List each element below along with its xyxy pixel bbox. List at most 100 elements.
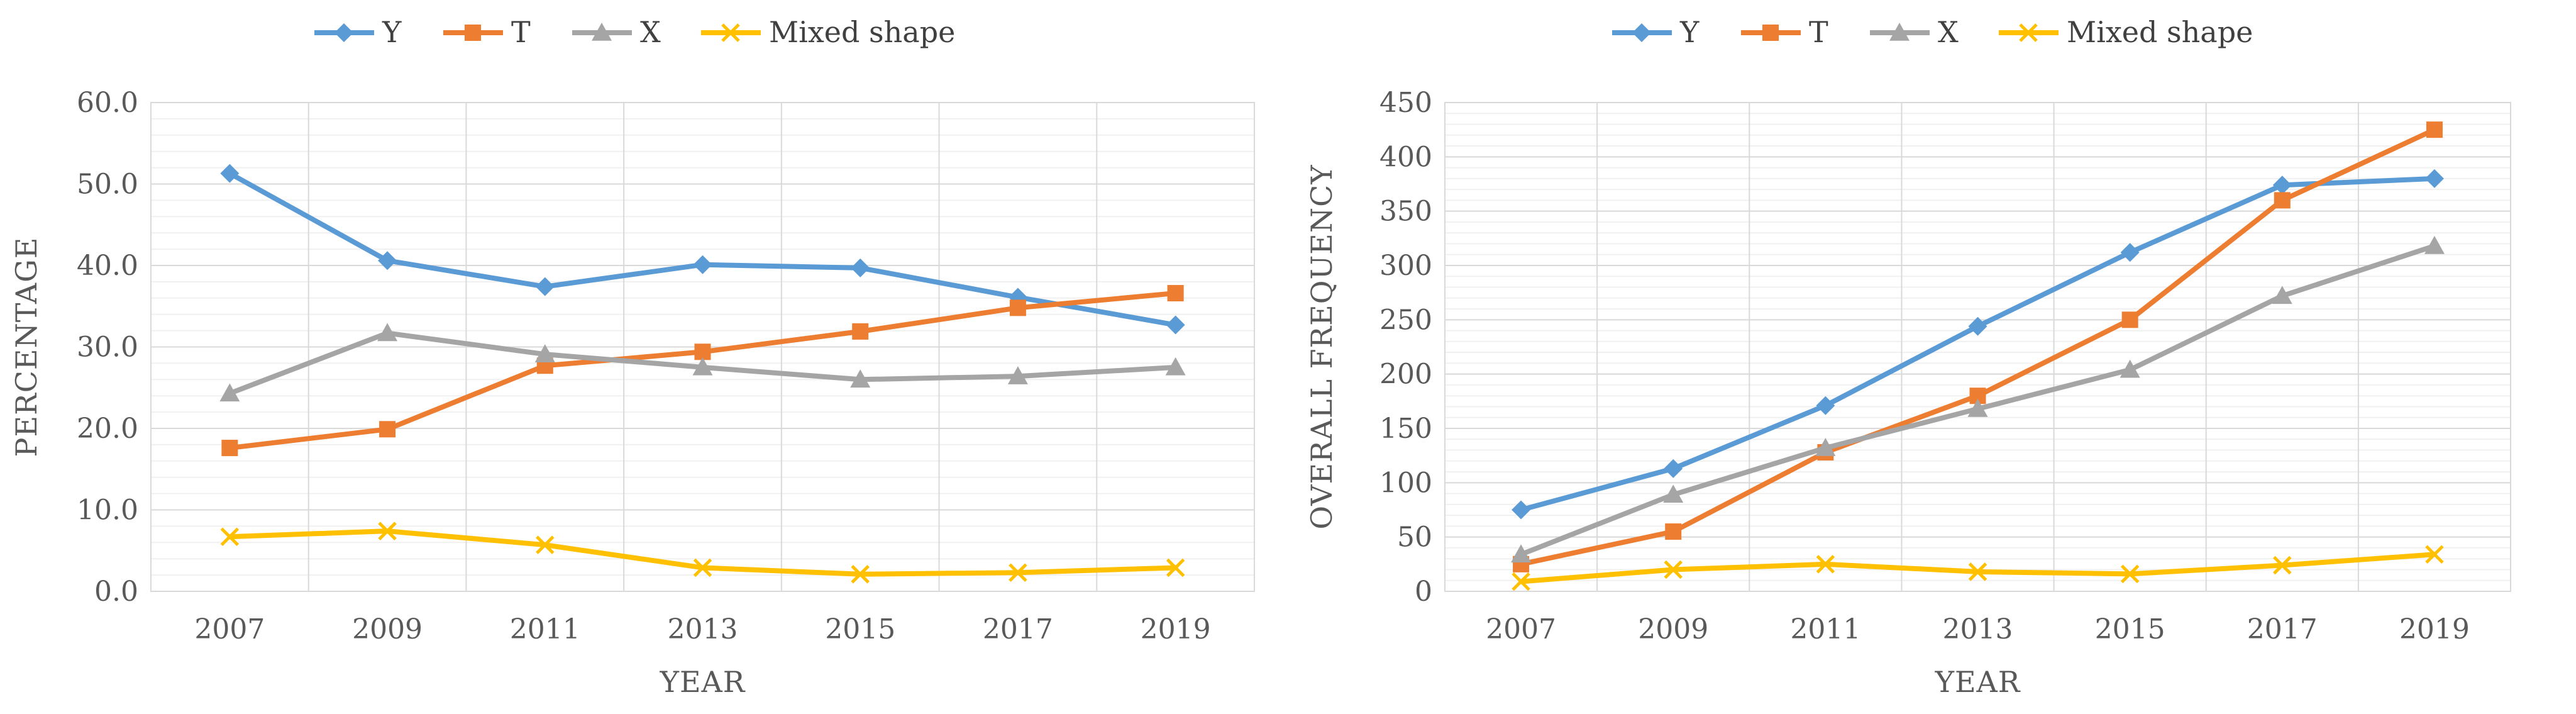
pct-x-tick-label-2017: 2017: [983, 613, 1053, 645]
pct-series-mixed-shape-point-2013: [693, 558, 712, 577]
pct-legend: Y T X Mixed shape: [314, 15, 955, 49]
pct-legend-marker-mixed-shape: [721, 23, 740, 42]
pct-series-t-point-2009: [379, 421, 396, 438]
freq-x-tick-label-2007: 2007: [1486, 613, 1556, 645]
freq-x-tick-label-2017: 2017: [2247, 613, 2318, 645]
freq-series-mixed-shape-point-2017: [2273, 555, 2292, 575]
freq-series-y-point-2009: [1664, 459, 1683, 478]
pct-legend-marker-t: [465, 25, 481, 41]
freq-series-mixed-shape-point-2011: [1816, 555, 1835, 574]
pct-x-tick-label-2015: 2015: [825, 613, 895, 645]
freq-legend-marker-y: [1632, 23, 1651, 42]
freq-y-tick-label: 450: [1379, 87, 1432, 119]
freq-series-mixed-shape-point-2009-stroke-b: [1664, 560, 1683, 579]
freq-series-x-point-2007: [1511, 544, 1532, 563]
freq-series-x-point-2015: [2120, 359, 2140, 378]
freq-x-tick-label-2015: 2015: [2095, 613, 2165, 645]
freq-series-mixed-shape-point-2009: [1664, 560, 1683, 579]
pct-y-tick-label: 60.0: [77, 87, 138, 119]
pct-x-tick-label-2019: 2019: [1141, 613, 1211, 645]
freq-series-t-point-2015: [2121, 311, 2138, 328]
pct-series-y-point-2011: [535, 277, 555, 296]
freq-series-x-point-2011: [1815, 438, 1836, 456]
pct-series-mixed-shape-point-2015-stroke-b: [851, 565, 870, 584]
freq-series-mixed-shape-point-2015-stroke-b: [2120, 564, 2140, 584]
pct-series-x-point-2013: [692, 357, 713, 376]
pct-legend-marker-y: [334, 23, 353, 42]
freq-series-mixed-shape-point-2007: [1512, 572, 1530, 591]
pct-series-t-point-2007: [221, 440, 238, 457]
freq-y-tick-label: 250: [1379, 304, 1432, 336]
freq-x-tick-label-2009: 2009: [1638, 613, 1708, 645]
pct-x-tick-label-2007: 2007: [194, 613, 265, 645]
pct-series-mixed-shape-point-2019: [1166, 558, 1185, 577]
pct-y-tick-label: 0.0: [94, 576, 138, 608]
pct-legend-item-t: T: [443, 15, 531, 49]
freq-legend-label-mixed-shape: Mixed shape: [2067, 15, 2253, 49]
chart-overall-frequency: 0 50 100 150 200 250 300 350 400 450 2007 2009 2011 2…: [1288, 0, 2576, 714]
pct-series-mixed-shape-point-2017-stroke-b: [1009, 563, 1027, 582]
pct-series-mixed-shape-point-2013-stroke-b: [693, 558, 712, 577]
pct-legend-marker-mixed-shape-stroke-b: [721, 23, 740, 42]
freq-x-tick-label-2013: 2013: [1943, 613, 2013, 645]
freq-x-axis-title: YEAR: [1935, 665, 2021, 699]
pct-legend-label-y: Y: [382, 15, 402, 49]
pct-series-x-point-2007: [219, 383, 240, 402]
pct-series-t-point-2019: [1167, 285, 1184, 302]
freq-legend-marker-t: [1762, 25, 1779, 41]
pct-series-mixed-shape-point-2009: [378, 522, 397, 540]
freq-series-x-point-2009: [1663, 484, 1684, 503]
pct-x-axis-title: YEAR: [660, 665, 746, 699]
freq-series-mixed-shape-point-2019: [2425, 545, 2444, 564]
freq-legend-marker-x: [1889, 23, 1910, 41]
freq-series-y-point-2013: [1968, 316, 1987, 336]
pct-vertical-gridlines: [150, 103, 1255, 591]
pct-series-y-point-2019: [1166, 315, 1185, 335]
freq-y-axis-title: OVERALL FREQUENCY: [1305, 164, 1339, 529]
freq-legend-item-mixed-shape: Mixed shape: [1999, 15, 2253, 49]
freq-series-x-point-2013: [1967, 398, 1988, 417]
pct-series-mixed-shape: [220, 522, 1185, 584]
freq-series-x-point-2019: [2424, 235, 2445, 254]
freq-legend-marker-mixed-shape: [2019, 23, 2038, 42]
freq-legend-label-y: Y: [1679, 15, 1700, 49]
pct-series-y-point-2009: [378, 251, 397, 271]
pct-series-x-point-2011: [534, 344, 555, 362]
pct-legend-marker-x: [592, 23, 612, 41]
pct-y-tick-label: 50.0: [77, 169, 138, 201]
pct-legend-item-x: X: [572, 15, 661, 49]
pct-y-tick-label: 20.0: [77, 413, 138, 445]
pct-series-mixed-shape-point-2007: [220, 527, 240, 547]
chart-overall-frequency-svg: 0 50 100 150 200 250 300 350 400 450 2007 2009 2011 2…: [1305, 15, 2511, 699]
freq-series-t-point-2017: [2274, 192, 2291, 209]
freq-y-tick-label: 100: [1379, 467, 1432, 499]
pct-series-y: [220, 164, 1185, 335]
pct-x-tick-label-2009: 2009: [352, 613, 423, 645]
freq-series-x: [1511, 235, 2445, 563]
freq-legend-label-x: X: [1938, 15, 1959, 49]
freq-series-t-point-2019: [2426, 121, 2443, 138]
pct-series-x-point-2017: [1007, 366, 1028, 384]
freq-series-x-point-2017: [2272, 286, 2292, 304]
freq-series-y-point-2019: [2424, 169, 2444, 188]
freq-series-y-point-2007: [1512, 500, 1531, 520]
freq-legend-item-x: X: [1870, 15, 1959, 49]
pct-series-mixed-shape-point-2015: [851, 565, 870, 584]
pct-series-x-point-2019: [1165, 357, 1186, 376]
freq-y-tick-label: 350: [1379, 196, 1432, 228]
freq-legend: Y T X Mixed shape: [1612, 15, 2253, 49]
pct-series-t-point-2017: [1009, 299, 1026, 316]
pct-series-y-point-2015: [851, 258, 870, 277]
pct-series-y-point-2013: [693, 255, 712, 274]
freq-legend-marker-mixed-shape-stroke-b: [2019, 23, 2038, 42]
pct-series-t-point-2015: [852, 323, 869, 340]
freq-series-t: [1513, 121, 2443, 572]
pct-x-tick-label-2011: 2011: [510, 613, 580, 645]
freq-series-mixed-shape: [1512, 545, 2444, 591]
pct-series-mixed-shape-point-2017: [1009, 563, 1027, 582]
pct-x-tick-label-2013: 2013: [668, 613, 738, 645]
pct-y-axis-title: PERCENTAGE: [9, 237, 43, 457]
pct-series-mixed-shape-point-2009-stroke-b: [378, 522, 397, 540]
freq-series-mixed-shape-point-2017-stroke-b: [2273, 555, 2292, 575]
freq-series-mixed-shape-point-2015: [2120, 564, 2140, 584]
